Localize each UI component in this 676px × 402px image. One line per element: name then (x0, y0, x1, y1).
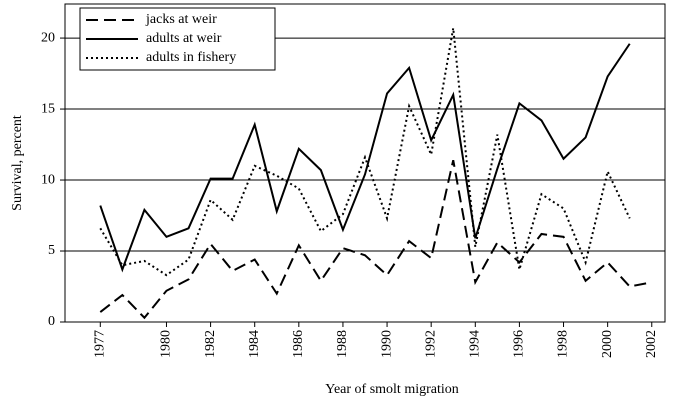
series-line (99, 43, 631, 273)
legend-label: jacks at weir (145, 12, 217, 27)
y-tick-label: 0 (48, 314, 55, 329)
x-tick-label: 1996 (512, 330, 527, 358)
series-line (99, 27, 631, 277)
y-tick-label: 10 (41, 172, 55, 187)
x-tick-label: 1980 (159, 330, 174, 358)
x-tick-label: 1988 (335, 330, 350, 358)
plot-frame (64, 3, 666, 323)
x-tick-label: 1977 (93, 330, 108, 358)
x-tick-label: 2000 (600, 330, 615, 358)
y-tick-label: 20 (41, 30, 55, 45)
x-axis-title: Year of smolt migration (325, 382, 459, 397)
y-tick-label: 5 (48, 243, 55, 258)
x-tick-label: 1994 (468, 330, 483, 358)
legend-label: adults at weir (146, 31, 222, 46)
y-tick-label: 15 (41, 101, 55, 116)
legend-label: adults in fishery (146, 50, 236, 65)
x-tick-label: 1990 (379, 330, 394, 358)
x-tick-label: 1984 (247, 330, 262, 358)
series-line (99, 159, 652, 320)
x-tick-label: 2002 (644, 330, 659, 358)
x-tick-label: 1998 (556, 330, 571, 358)
x-tick-label: 1986 (291, 330, 306, 358)
x-tick-label: 1992 (423, 330, 438, 358)
x-tick-label: 1982 (203, 330, 218, 358)
y-axis-title: Survival, percent (10, 115, 25, 211)
